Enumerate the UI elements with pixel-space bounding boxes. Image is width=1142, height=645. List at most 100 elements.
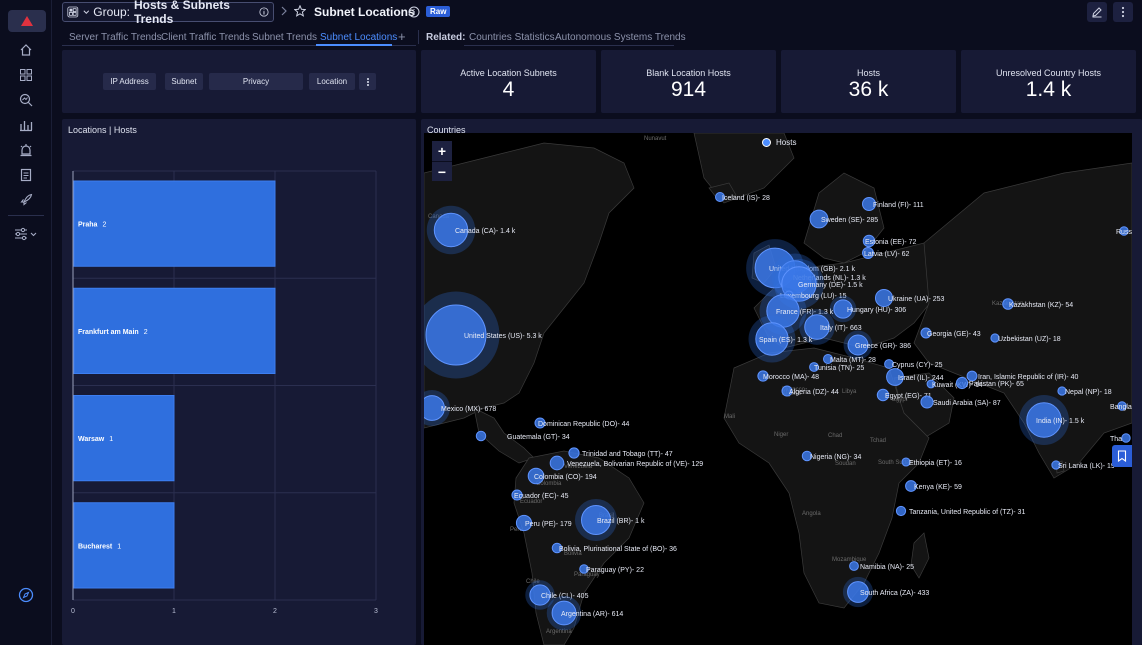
world-map[interactable]: Egypt Libya Mali Niger Ecuador Bolivia Venezue…	[424, 133, 1132, 645]
compass-icon[interactable]	[16, 585, 36, 605]
country-label: Ecuador (EC)- 45	[514, 493, 569, 500]
related-autonomous-systems-trends[interactable]: Autonomous Systems Trends	[555, 32, 686, 43]
country-bubble[interactable]	[529, 584, 551, 606]
dashboards-grid-icon[interactable]	[16, 65, 36, 85]
ip-address-filter[interactable]: IP Address	[103, 73, 156, 90]
country-bubble[interactable]	[475, 430, 487, 442]
tab-client-traffic-trends[interactable]: Client Traffic Trends	[161, 32, 250, 43]
country-bubble[interactable]	[847, 581, 869, 603]
kpi-title: Blank Location Hosts	[646, 68, 731, 78]
favorite-star-icon[interactable]	[294, 5, 306, 17]
country-bubble[interactable]	[874, 288, 894, 308]
location-filter[interactable]: Location	[309, 73, 355, 90]
tab-subnet-trends[interactable]: Subnet Trends	[252, 32, 318, 43]
country-bubble[interactable]	[580, 504, 612, 536]
group-selector[interactable]: Group: Hosts & Subnets Trends	[62, 0, 274, 26]
locations-bar-chart: 0 1 2 3 Praha 2 Frankfurt am Main 2 Warsaw 1 Bucha…	[71, 170, 378, 615]
country-bubble[interactable]	[862, 234, 876, 248]
tab-bar: Server Traffic Trends Client Traffic Tre…	[52, 28, 1142, 46]
country-bubble[interactable]	[551, 600, 577, 626]
country-bubble[interactable]	[1121, 433, 1131, 443]
country-bubble[interactable]	[511, 489, 523, 501]
country-bubble[interactable]	[1057, 386, 1067, 396]
analytics-search-icon[interactable]	[16, 90, 36, 110]
bar-chart-icon[interactable]	[16, 115, 36, 135]
country-label: Sri Lanka (LK)- 19	[1058, 463, 1115, 470]
country-bubble[interactable]	[895, 505, 907, 517]
country-bubble[interactable]	[425, 304, 487, 366]
country-bubble[interactable]	[920, 327, 932, 339]
country-bubble[interactable]	[884, 359, 894, 369]
country-bubble[interactable]	[534, 417, 546, 429]
country-bubble[interactable]	[990, 333, 1000, 343]
country-bubble[interactable]	[424, 395, 445, 421]
info-icon[interactable]	[259, 6, 269, 18]
country-bubble[interactable]	[966, 370, 978, 382]
country-bubble[interactable]	[833, 299, 853, 319]
country-bubble[interactable]	[801, 450, 813, 462]
bookmark-icon	[1117, 450, 1127, 462]
countries-panel-title: Countries	[427, 125, 466, 135]
country-bubble[interactable]	[1051, 460, 1061, 470]
rocket-icon[interactable]	[16, 190, 36, 210]
page-info-icon[interactable]	[408, 6, 420, 18]
country-bubble[interactable]	[757, 370, 769, 382]
country-bubble[interactable]	[861, 196, 877, 212]
country-bubble[interactable]	[568, 447, 580, 459]
country-bubble[interactable]	[1026, 402, 1062, 438]
country-bubble[interactable]	[809, 209, 829, 229]
country-bubble[interactable]	[781, 385, 793, 397]
country-bubble[interactable]	[527, 467, 545, 485]
country-bubble[interactable]	[849, 561, 859, 571]
country-bubble[interactable]	[809, 362, 819, 372]
country-label: Ukraine (UA)- 253	[888, 296, 945, 303]
zoom-in-button[interactable]: +	[432, 141, 452, 161]
country-bubble[interactable]	[847, 334, 869, 356]
alarm-icon[interactable]	[16, 140, 36, 160]
privacy-filter[interactable]: Privacy	[209, 73, 303, 90]
country-bubble[interactable]	[433, 212, 469, 248]
country-bubble[interactable]	[1002, 298, 1014, 310]
settings-sliders-icon[interactable]	[13, 224, 39, 244]
bookmark-button[interactable]	[1112, 445, 1132, 467]
reports-icon[interactable]	[16, 165, 36, 185]
country-bubble[interactable]	[926, 379, 936, 389]
filter-more-button[interactable]	[359, 73, 376, 90]
tab-server-traffic-trends[interactable]: Server Traffic Trends	[69, 32, 162, 43]
country-bubble[interactable]	[901, 457, 911, 467]
more-options-button[interactable]	[1113, 2, 1133, 22]
country-bubble[interactable]	[955, 376, 969, 390]
edit-button[interactable]	[1087, 2, 1107, 22]
subnet-filter[interactable]: Subnet	[165, 73, 203, 90]
country-bubble[interactable]	[549, 455, 565, 471]
add-tab-plus-icon[interactable]: +	[398, 29, 406, 44]
country-bubble[interactable]	[905, 480, 917, 492]
country-label: Venezuela, Bolivarian Republic of (VE)- …	[567, 461, 703, 468]
country-bubble[interactable]	[822, 353, 834, 365]
country-bubble[interactable]	[804, 314, 830, 340]
app-logo[interactable]	[8, 10, 46, 32]
madagascar-land	[910, 532, 930, 579]
related-countries-statistics[interactable]: Countries Statistics	[469, 32, 555, 43]
country-bubble[interactable]	[862, 247, 874, 259]
tab-subnet-locations[interactable]: Subnet Locations	[320, 32, 398, 43]
country-bubble[interactable]	[1119, 226, 1129, 236]
country-bubble[interactable]	[515, 514, 533, 532]
country-bubble[interactable]	[755, 322, 789, 356]
country-bubble[interactable]	[714, 191, 726, 203]
map-legend[interactable]: Hosts	[762, 138, 796, 147]
country-bubble[interactable]	[551, 542, 563, 554]
countries-map[interactable]: Egypt Libya Mali Niger Ecuador Bolivia Venezue…	[424, 133, 1132, 645]
home-icon[interactable]	[16, 40, 36, 60]
bar	[73, 180, 276, 267]
basemap-label: Chile	[526, 579, 540, 585]
bar-value-label: 1	[109, 436, 113, 443]
country-bubble[interactable]	[579, 564, 589, 574]
bar-category-label: Bucharest	[78, 543, 113, 550]
country-bubble[interactable]	[1117, 401, 1127, 411]
country-bubble[interactable]	[920, 395, 934, 409]
zoom-out-button[interactable]: −	[432, 161, 452, 181]
country-bubble[interactable]	[876, 388, 890, 402]
basemap-label: South Sudan	[878, 460, 913, 466]
country-bubble[interactable]	[886, 368, 904, 386]
